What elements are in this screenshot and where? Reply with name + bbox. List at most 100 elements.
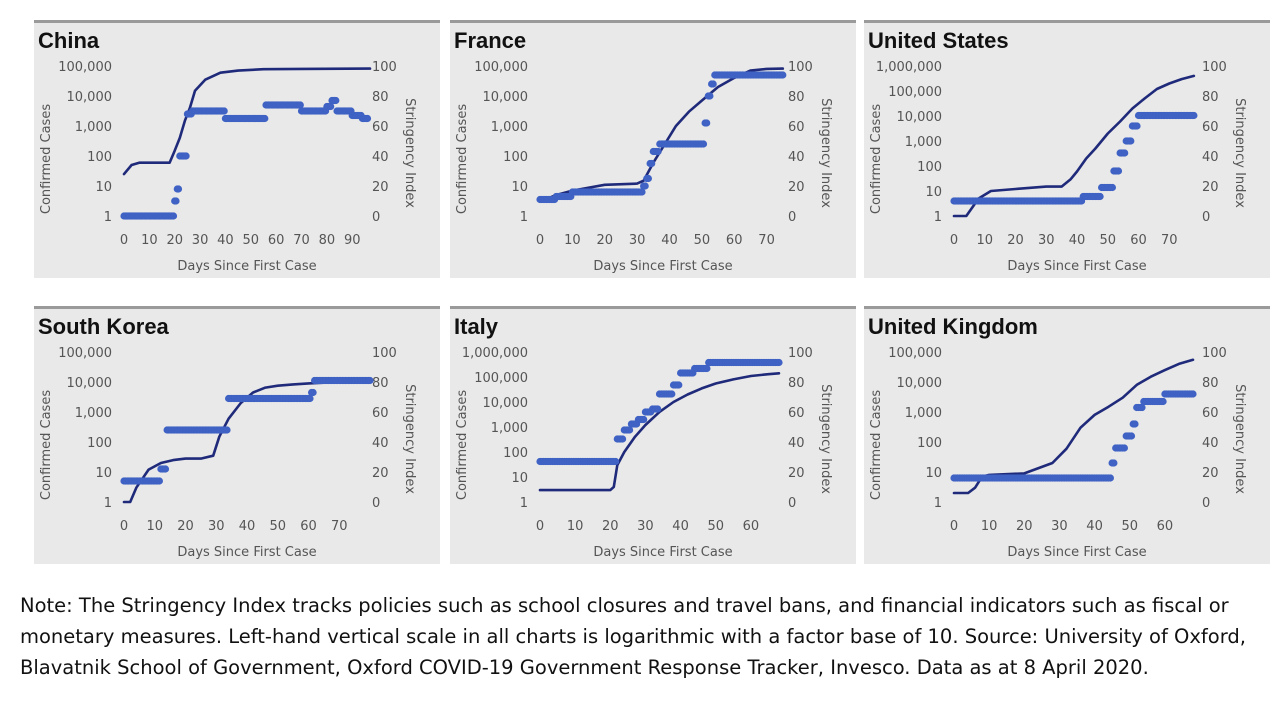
stringency-point (709, 80, 717, 88)
stringency-point (626, 426, 634, 434)
y-left-axis-title: Confirmed Cases (869, 104, 884, 214)
x-tick-label: 20 (177, 519, 194, 534)
y-left-tick-label: 100 (87, 150, 112, 165)
x-tick-label: 50 (694, 233, 711, 248)
y-left-axis-title: Confirmed Cases (869, 390, 884, 500)
y-left-tick-label: 1 (520, 210, 528, 225)
y-left-tick-label: 1,000,000 (876, 60, 942, 75)
panel-background (864, 20, 1270, 278)
stringency-point (668, 390, 676, 398)
y-right-axis-title: Stringency Index (818, 384, 833, 494)
y-right-axis-title: Stringency Index (402, 384, 417, 494)
x-tick-label: 10 (976, 233, 993, 248)
stringency-point (306, 394, 314, 403)
y-right-tick-label: 40 (372, 436, 389, 451)
y-left-tick-label: 10,000 (897, 376, 943, 391)
x-tick-label: 40 (1069, 233, 1086, 248)
x-tick-label: 40 (672, 519, 689, 534)
x-tick-label: 90 (344, 233, 361, 248)
x-tick-label: 40 (217, 233, 234, 248)
panel-top-rule (864, 306, 1270, 309)
stringency-point (332, 96, 340, 105)
stringency-point (1108, 183, 1116, 192)
stringency-index-series (950, 111, 1198, 205)
y-left-tick-label: 10 (511, 471, 528, 486)
x-tick-label: 20 (602, 519, 619, 534)
x-tick-label: 30 (629, 233, 646, 248)
y-right-tick-label: 20 (1202, 466, 1219, 481)
x-tick-label: 0 (120, 233, 128, 248)
x-tick-label: 60 (268, 233, 285, 248)
y-left-tick-label: 1,000 (905, 135, 942, 150)
y-left-tick-label: 1,000,000 (462, 346, 528, 361)
y-right-tick-label: 80 (1202, 376, 1219, 391)
y-right-tick-label: 20 (372, 180, 389, 195)
y-left-tick-label: 1,000 (491, 421, 528, 436)
y-right-tick-label: 60 (788, 406, 805, 421)
y-right-axis-title: Stringency Index (818, 98, 833, 208)
y-left-tick-label: 1 (104, 210, 112, 225)
x-axis-title: Days Since First Case (177, 545, 316, 560)
y-right-axis-title: Stringency Index (402, 98, 417, 208)
y-right-tick-label: 40 (1202, 150, 1219, 165)
stringency-point (169, 212, 178, 220)
stringency-point (703, 119, 711, 127)
x-axis-title: Days Since First Case (177, 259, 316, 274)
stringency-point (612, 457, 620, 466)
y-right-tick-label: 0 (372, 496, 380, 511)
stringency-point (775, 358, 783, 367)
x-tick-label: 40 (661, 233, 678, 248)
y-right-tick-label: 0 (372, 210, 380, 225)
y-left-tick-label: 10,000 (483, 396, 529, 411)
y-right-tick-label: 80 (372, 90, 389, 105)
panel-background (450, 306, 856, 564)
y-right-tick-label: 80 (372, 376, 389, 391)
y-right-tick-label: 60 (1202, 120, 1219, 135)
y-right-axis-title: Stringency Index (1232, 98, 1247, 208)
y-right-tick-label: 40 (372, 150, 389, 165)
stringency-point (1106, 474, 1114, 482)
x-tick-label: 20 (596, 233, 613, 248)
stringency-point (779, 71, 787, 79)
stringency-index-series (120, 96, 372, 220)
y-right-tick-label: 60 (372, 120, 389, 135)
y-left-axis-title: Confirmed Cases (39, 390, 54, 500)
chart-svg: United Kingdom1101001,00010,000100,00002… (864, 306, 1270, 564)
y-right-tick-label: 100 (1202, 60, 1227, 75)
stringency-point (699, 140, 708, 148)
stringency-point (1138, 403, 1146, 412)
y-left-tick-label: 100,000 (888, 346, 942, 361)
stringency-point (296, 101, 304, 109)
y-right-tick-label: 20 (372, 466, 389, 481)
stringency-point (706, 92, 714, 100)
x-tick-label: 0 (120, 519, 128, 534)
stringency-point (1110, 459, 1118, 467)
x-tick-label: 70 (331, 519, 348, 534)
y-right-tick-label: 100 (788, 346, 813, 361)
x-tick-label: 80 (319, 233, 336, 248)
chart-title: China (38, 28, 100, 53)
x-tick-label: 10 (981, 519, 998, 534)
x-tick-label: 30 (192, 233, 209, 248)
y-right-tick-label: 20 (788, 180, 805, 195)
x-tick-label: 10 (146, 519, 163, 534)
stringency-point (261, 114, 269, 123)
panel-top-rule (450, 20, 856, 23)
stringency-point (327, 102, 335, 111)
y-left-axis-title: Confirmed Cases (39, 104, 54, 214)
y-left-tick-label: 10,000 (67, 376, 113, 391)
x-tick-label: 10 (141, 233, 158, 248)
y-left-tick-label: 1 (934, 496, 942, 511)
y-left-tick-label: 1,000 (75, 406, 112, 421)
stringency-index-series (536, 71, 787, 204)
y-left-tick-label: 1,000 (491, 120, 528, 135)
y-right-tick-label: 0 (788, 496, 796, 511)
footnote: Note: The Stringency Index tracks polici… (20, 594, 1246, 679)
x-tick-label: 20 (1007, 233, 1024, 248)
x-tick-label: 20 (1016, 519, 1033, 534)
x-tick-label: 0 (950, 519, 958, 534)
chart-panel-united-states: United States 1 10 100 1,000 10,000 100,000 1,0… (864, 20, 1270, 278)
chart-svg: France1101001,00010,000100,0000204060801… (450, 20, 856, 278)
y-left-tick-label: 1 (520, 496, 528, 511)
y-left-tick-label: 10 (925, 185, 942, 200)
